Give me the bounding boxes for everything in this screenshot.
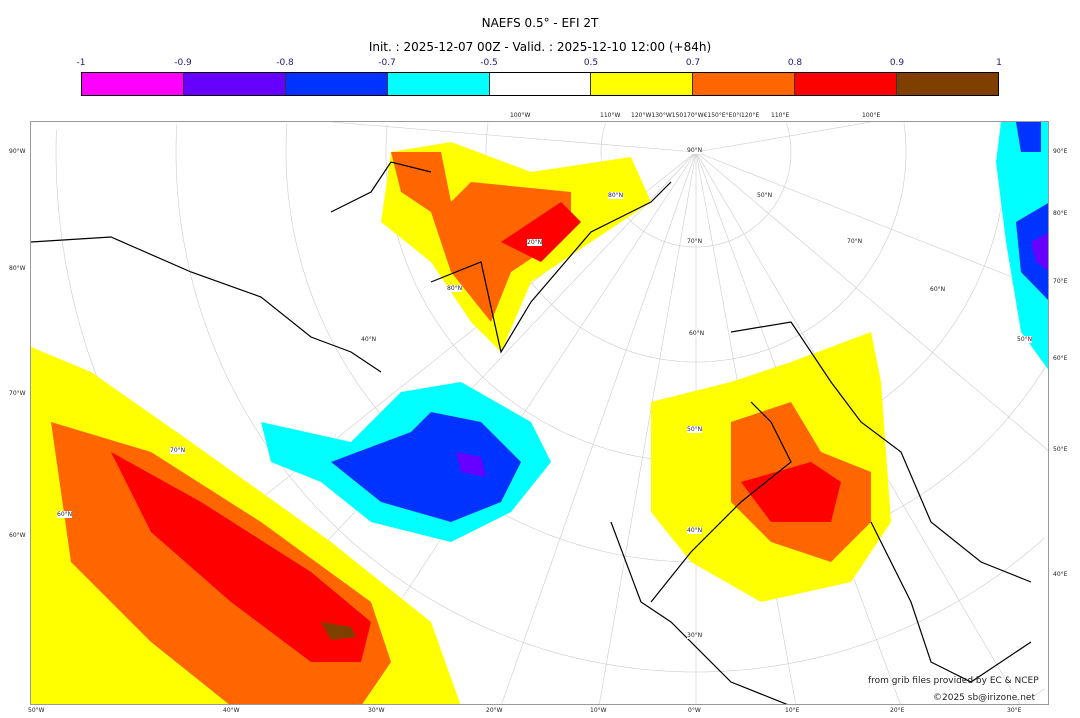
lat-label: 40°N — [687, 527, 703, 534]
top-lon-label: 110°E — [771, 112, 790, 119]
source-credit: from grib files provided by EC & NCEP — [868, 676, 1039, 686]
left-lon-label: 90°W — [9, 148, 26, 155]
colorbar-segment — [82, 73, 184, 95]
colorbar-tick: -0.9 — [174, 58, 192, 68]
copyright: ©2025 sb@irizone.net — [933, 693, 1035, 703]
top-lon-label: 100°W — [510, 112, 531, 119]
right-lon-label: 50°E — [1053, 446, 1068, 453]
left-lon-label: 60°W — [9, 532, 26, 539]
lat-label: 20°N — [527, 239, 543, 246]
top-lon-label: 100°E — [862, 112, 881, 119]
efi-map: 90°N 80°N 70°N 60°N 50°N 40°N 30°N 20°N 80°N 70°N… — [30, 121, 1049, 705]
colorbar-tick: -0.8 — [276, 58, 294, 68]
right-lon-label: 70°E — [1053, 278, 1068, 285]
lat-label: 70°N — [170, 447, 186, 454]
colorbar-segment — [795, 73, 898, 95]
bottom-lon-label: 0°W — [688, 707, 701, 714]
colorbar-tick: 1 — [996, 58, 1002, 68]
bottom-lon-label: 50°W — [28, 707, 45, 714]
colorbar — [81, 72, 999, 96]
latitude-circle — [1025, 688, 1045, 701]
colorbar-tick: 0.8 — [787, 58, 803, 68]
colorbar-tick: -1 — [76, 58, 86, 68]
right-lon-label: 60°E — [1053, 355, 1068, 362]
coastlines — [31, 161, 1032, 704]
map-title: NAEFS 0.5° - EFI 2T — [481, 16, 599, 30]
colorbar-tick: 0.5 — [583, 58, 599, 68]
latitude-circle — [903, 122, 907, 152]
map-canvas — [31, 122, 1048, 704]
lat-label: 70°N — [687, 238, 703, 245]
lat-label: 50°N — [757, 192, 773, 199]
lat-label: 70°N — [847, 238, 863, 245]
lat-label: 40°N — [361, 336, 377, 343]
right-lon-label: 80°E — [1053, 210, 1068, 217]
lat-label: 30°N — [687, 632, 703, 639]
bottom-lon-label: 10°E — [785, 707, 800, 714]
left-lon-label: 80°W — [9, 265, 26, 272]
bottom-lon-label: 30°E — [1007, 707, 1022, 714]
lat-label: 90°N — [687, 147, 703, 154]
lat-label: 80°N — [608, 192, 624, 199]
colorbar-segment — [591, 73, 694, 95]
left-lon-label: 70°W — [9, 390, 26, 397]
right-lon-label: 90°E — [1053, 148, 1068, 155]
colorbar-tick: 0.9 — [889, 58, 905, 68]
latitude-circle — [175, 124, 1045, 673]
colorbar-tick: 0.7 — [685, 58, 701, 68]
top-lon-label: 110°W — [600, 112, 621, 119]
lat-label: 80°N — [447, 285, 463, 292]
colorbar-segment — [387, 73, 490, 95]
latitude-circle — [786, 122, 792, 152]
top-lon-label: 120°W130°W150170°W€150°E°E0°I120°E — [631, 112, 760, 119]
colorbar-tick: -0.5 — [480, 58, 498, 68]
lat-label: 60°N — [57, 511, 73, 518]
colorbar-tick: -0.7 — [378, 58, 396, 68]
map-subtitle: Init. : 2025-12-07 00Z - Valid. : 2025-1… — [368, 40, 712, 54]
bottom-lon-label: 10°W — [590, 707, 607, 714]
colorbar-segment — [489, 73, 592, 95]
colorbar-segment — [693, 73, 796, 95]
right-lon-label: 40°E — [1053, 571, 1068, 578]
lat-label: 50°N — [1017, 336, 1033, 343]
colorbar-segment — [285, 73, 388, 95]
bottom-lon-label: 40°W — [223, 707, 240, 714]
lat-label: 60°N — [689, 330, 705, 337]
colorbar-segment — [183, 73, 286, 95]
efi-shading — [31, 122, 1048, 704]
bottom-lon-label: 30°W — [368, 707, 385, 714]
latitude-circle — [285, 123, 1048, 563]
bottom-lon-label: 20°E — [890, 707, 905, 714]
colorbar-segment — [897, 73, 999, 95]
lat-label: 60°N — [930, 286, 946, 293]
lat-label: 50°N — [687, 426, 703, 433]
bottom-lon-label: 20°W — [486, 707, 503, 714]
